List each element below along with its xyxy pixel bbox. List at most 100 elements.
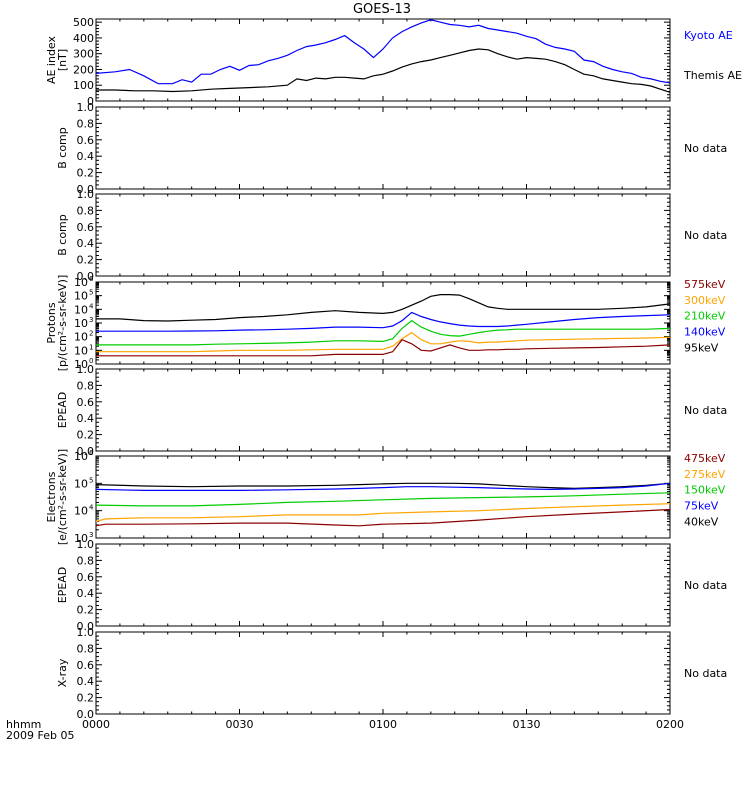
y-tick-label: 10 xyxy=(74,532,88,545)
y-tick-label: 0.8 xyxy=(77,379,95,392)
y-tick-label: 0.6 xyxy=(77,571,95,584)
panel-ae: 0 100 200 300 400 500 AE index[nT] Kyoto AE Them… xyxy=(45,16,742,108)
y-tick-label: 10 xyxy=(74,505,88,518)
y-tick-label: 10 xyxy=(74,317,88,330)
y-tick-label: 0 xyxy=(87,95,94,108)
y-axis-label: [nT] xyxy=(56,49,69,71)
y-tick-label: 300 xyxy=(73,48,94,61)
series-line-275kev xyxy=(95,503,671,523)
y-tick-label: 200 xyxy=(73,63,94,76)
y-tick-label: 0.2 xyxy=(77,167,95,180)
y-axis-label: B comp xyxy=(56,127,69,169)
y-tick-label: 0.0 xyxy=(77,183,95,196)
y-tick-label: 0.2 xyxy=(77,429,95,442)
y-axis-label: EPEAD xyxy=(56,567,69,604)
series-line-kyoto-ae xyxy=(95,19,671,85)
y-axis-label: B comp xyxy=(56,214,69,256)
y-tick-label: 0.6 xyxy=(77,221,95,234)
y-tick-label: 0.6 xyxy=(77,134,95,147)
date-label: 2009 Feb 05 xyxy=(6,729,74,742)
y-tick-label: 0.8 xyxy=(77,554,95,567)
no-data-label: No data xyxy=(684,142,727,155)
y-tick-exponent: 5 xyxy=(89,476,93,484)
time-unit-label: hhmm xyxy=(6,718,41,731)
y-tick-label: 0.8 xyxy=(77,117,95,130)
y-tick-exponent: 2 xyxy=(89,330,93,338)
series-line-140kev xyxy=(96,311,671,332)
legend-entry: 150keV xyxy=(684,484,726,497)
y-tick-label: 1.0 xyxy=(77,538,95,551)
y-tick-label: 1.0 xyxy=(77,188,95,201)
legend-entry: 95keV xyxy=(684,341,719,354)
y-tick-label: 0.8 xyxy=(77,204,95,217)
legend-entry: 40keV xyxy=(684,515,719,528)
figure-title: GOES-13 xyxy=(353,2,411,17)
y-tick-label: 0.6 xyxy=(77,659,95,672)
y-tick-label: 0.4 xyxy=(77,675,95,688)
y-tick-label: 400 xyxy=(73,32,94,45)
y-tick-label: 1.0 xyxy=(77,101,95,114)
y-tick-label: 0.2 xyxy=(77,692,95,705)
y-tick-label: 0.2 xyxy=(77,254,95,267)
y-tick-label: 500 xyxy=(73,16,94,29)
legend-entry: 75keV xyxy=(684,500,719,513)
series-line-95kev xyxy=(96,294,671,322)
series-line-150kev xyxy=(95,492,671,507)
panel-frame xyxy=(95,368,671,452)
no-data-label: No data xyxy=(684,579,727,592)
y-tick-exponent: 3 xyxy=(89,531,93,539)
legend-entry: 300keV xyxy=(684,294,726,307)
no-data-label: No data xyxy=(684,404,727,417)
panel-frame xyxy=(95,631,671,715)
no-data-label: No data xyxy=(684,667,727,680)
legend-entry: 575keV xyxy=(684,278,726,291)
y-axis-label: [e/(cm²-s-sr-keV)] xyxy=(56,449,69,545)
y-tick-exponent: 5 xyxy=(89,289,93,297)
y-tick-label: 0.4 xyxy=(77,150,95,163)
y-axis-label: Protons xyxy=(45,302,58,343)
x-tick-label: 0200 xyxy=(656,718,684,731)
y-tick-label: 10 xyxy=(74,477,88,490)
y-tick-label: 0.2 xyxy=(77,604,95,617)
series-line-40kev xyxy=(95,482,671,490)
y-tick-exponent: 4 xyxy=(89,504,94,512)
panel-epead1: 0.0 0.2 0.4 0.6 0.8 1.0 EPEAD No data xyxy=(56,363,727,458)
y-tick-exponent: 0 xyxy=(89,357,93,365)
x-tick-label: 0100 xyxy=(369,718,397,731)
series-line-475kev xyxy=(95,508,671,527)
series-line-575kev xyxy=(96,338,671,357)
y-tick-label: 0.8 xyxy=(77,642,95,655)
y-tick-label: 0.0 xyxy=(77,708,95,721)
y-tick-label: 10 xyxy=(74,358,88,371)
y-tick-label: 0.0 xyxy=(77,270,95,283)
y-tick-label: 10 xyxy=(74,276,88,289)
y-tick-label: 0.0 xyxy=(77,620,95,633)
panel-b1: 0.0 0.2 0.4 0.6 0.8 1.0 B comp No data xyxy=(56,101,727,196)
y-tick-label: 0.4 xyxy=(77,587,95,600)
y-tick-label: 10 xyxy=(74,450,88,463)
panel-epead2: 0.0 0.2 0.4 0.6 0.8 1.0 EPEAD No data xyxy=(56,538,727,633)
y-tick-exponent: 4 xyxy=(89,302,94,310)
series-line-300kev xyxy=(96,331,671,353)
y-tick-exponent: 6 xyxy=(89,449,94,457)
y-tick-label: 100 xyxy=(73,79,94,92)
legend-entry: 210keV xyxy=(684,310,726,323)
y-tick-label: 10 xyxy=(74,344,88,357)
panel-frame xyxy=(95,106,671,190)
y-axis-label: X-ray xyxy=(56,658,69,687)
y-tick-label: 1.0 xyxy=(77,363,95,376)
x-tick-label: 0000 xyxy=(82,718,110,731)
y-tick-exponent: 1 xyxy=(89,343,93,351)
no-data-label: No data xyxy=(684,229,727,242)
series-line-210kev xyxy=(96,319,671,346)
y-tick-label: 10 xyxy=(74,290,88,303)
y-tick-exponent: 6 xyxy=(89,275,94,283)
x-tick-label: 0030 xyxy=(226,718,254,731)
legend-entry: 140keV xyxy=(684,326,726,339)
y-tick-label: 0.4 xyxy=(77,412,95,425)
series-line-themis-ae xyxy=(96,48,671,93)
